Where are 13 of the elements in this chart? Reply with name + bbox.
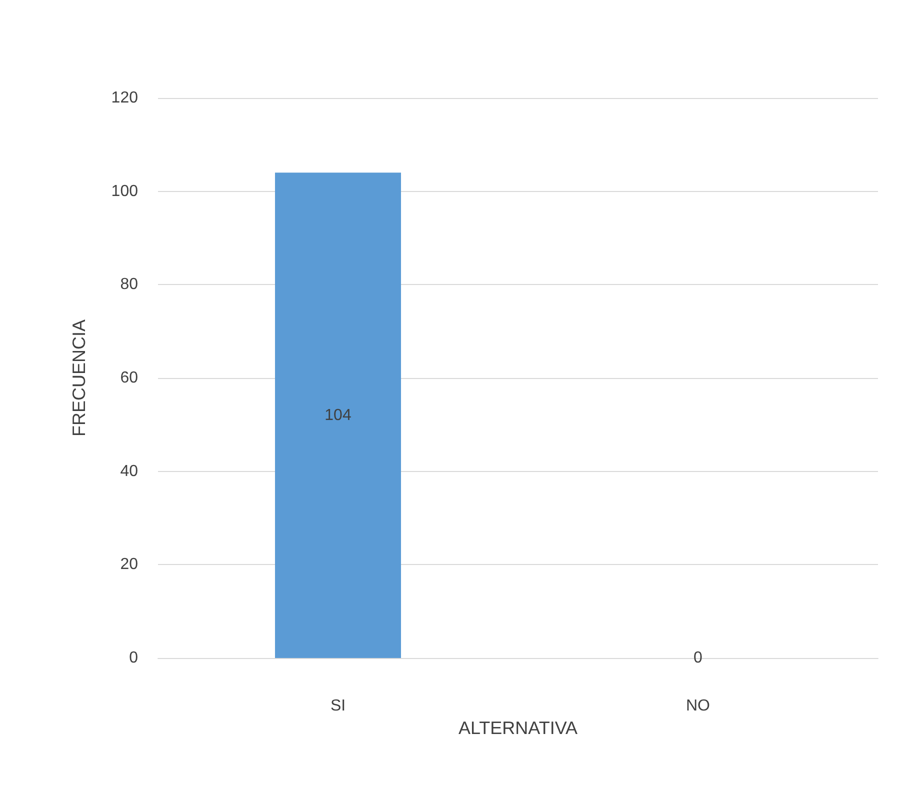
- data-label: 0: [694, 650, 703, 666]
- y-tick-label: 120: [111, 90, 138, 106]
- data-label: 104: [324, 406, 352, 424]
- y-axis-title: FRECUENCIA: [69, 319, 89, 437]
- y-tick-label: 60: [120, 370, 138, 386]
- y-tick-label: 40: [120, 462, 138, 480]
- y-tick-label: 20: [120, 556, 138, 574]
- x-tick-label: SI: [330, 698, 346, 714]
- x-axis-title: ALTERNATIVA: [458, 718, 578, 738]
- y-tick-label: 100: [111, 182, 138, 200]
- x-tick-label: NO: [686, 698, 710, 714]
- y-tick-label: 80: [120, 276, 138, 294]
- y-tick-label: 0: [129, 650, 138, 666]
